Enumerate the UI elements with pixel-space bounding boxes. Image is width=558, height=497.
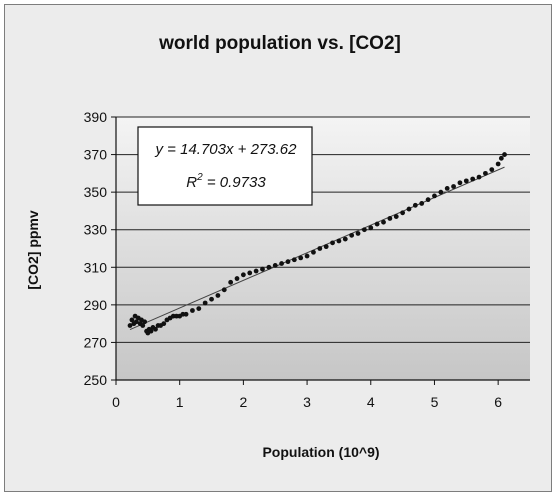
data-point	[381, 219, 386, 225]
y-axis-label: [CO2] ppmv	[25, 210, 41, 290]
data-point	[368, 225, 374, 231]
data-point	[209, 296, 214, 302]
x-tick-label-3: 3	[303, 394, 311, 410]
data-point	[387, 216, 393, 221]
data-point	[153, 326, 158, 332]
data-point	[240, 272, 246, 278]
data-point	[183, 311, 189, 317]
x-tick-label-5: 5	[431, 394, 439, 410]
data-points	[127, 152, 507, 336]
equation-box: y = 14.703x + 273.62 R2 = 0.9733	[137, 126, 313, 206]
data-point	[228, 279, 234, 285]
data-point	[133, 319, 139, 325]
data-point	[291, 257, 297, 263]
data-point	[202, 300, 208, 306]
x-axis-label: Population (10^9)	[262, 444, 379, 460]
data-point	[330, 240, 335, 246]
y-tick-label-270: 270	[84, 334, 108, 350]
data-point	[502, 152, 507, 157]
data-point	[355, 231, 361, 236]
data-point	[323, 244, 329, 250]
data-point	[393, 214, 399, 219]
data-point	[457, 180, 463, 186]
data-point	[362, 227, 367, 233]
data-point	[142, 319, 148, 325]
data-point	[498, 155, 504, 161]
trendline-path	[129, 166, 505, 331]
data-point	[190, 308, 195, 313]
data-point	[266, 264, 272, 270]
axes	[115, 117, 530, 381]
data-point	[495, 161, 501, 167]
x-tick-label-6: 6	[494, 394, 502, 410]
data-point	[374, 221, 380, 227]
data-point	[432, 193, 437, 199]
data-point	[161, 321, 167, 327]
y-tick-label-370: 370	[84, 147, 108, 163]
data-point	[412, 202, 418, 208]
data-point	[342, 236, 348, 242]
data-point	[419, 201, 425, 206]
data-point	[349, 232, 355, 238]
y-tick-label-390: 390	[84, 109, 108, 125]
trendline	[129, 166, 505, 331]
data-point	[196, 306, 202, 312]
data-point	[140, 323, 146, 328]
x-tick-label-4: 4	[367, 394, 375, 410]
r-squared-superscript: 2	[196, 172, 203, 183]
r-squared-label: R2 = 0.9733	[186, 172, 266, 191]
data-point	[483, 170, 488, 176]
y-tick-label-250: 250	[84, 372, 108, 388]
data-point	[311, 249, 316, 255]
data-point	[400, 210, 406, 216]
data-point	[476, 174, 482, 180]
x-tick-label-2: 2	[239, 394, 247, 410]
x-tick-label-1: 1	[176, 394, 184, 410]
data-point	[260, 266, 265, 272]
data-point	[127, 323, 133, 328]
data-point	[451, 184, 456, 189]
data-point	[298, 255, 304, 261]
trendline-equation: y = 14.703x + 273.62	[155, 141, 298, 158]
data-point	[438, 189, 444, 195]
data-point	[463, 178, 469, 184]
y-tick-label-310: 310	[84, 259, 108, 275]
y-tick-label-330: 330	[84, 222, 108, 238]
data-point	[489, 167, 495, 173]
data-point	[425, 197, 431, 203]
data-point	[317, 246, 323, 251]
data-point	[285, 259, 291, 265]
data-point	[234, 276, 240, 281]
r-squared-value: = 0.9733	[203, 174, 267, 191]
data-point	[279, 261, 284, 266]
data-point	[129, 317, 135, 323]
data-point	[336, 238, 342, 244]
x-tick-label-0: 0	[112, 394, 120, 410]
data-point	[215, 293, 221, 298]
y-tick-label-350: 350	[84, 184, 108, 200]
data-point	[406, 206, 412, 212]
x-axis-ticks: 0 1 2 3 4 5 6	[112, 380, 502, 410]
y-tick-label-290: 290	[84, 297, 108, 313]
data-point	[148, 328, 154, 334]
data-point	[470, 176, 476, 182]
data-point	[304, 253, 310, 259]
data-point	[253, 268, 259, 274]
data-point	[444, 185, 450, 191]
data-point	[247, 270, 253, 276]
chart-title: world population vs. [CO2]	[158, 33, 401, 54]
r-squared-prefix: R	[186, 174, 197, 191]
data-point	[272, 263, 278, 268]
y-axis-ticks: 250 270 290 310 330 350 370 390	[84, 109, 116, 388]
data-point	[221, 287, 227, 293]
